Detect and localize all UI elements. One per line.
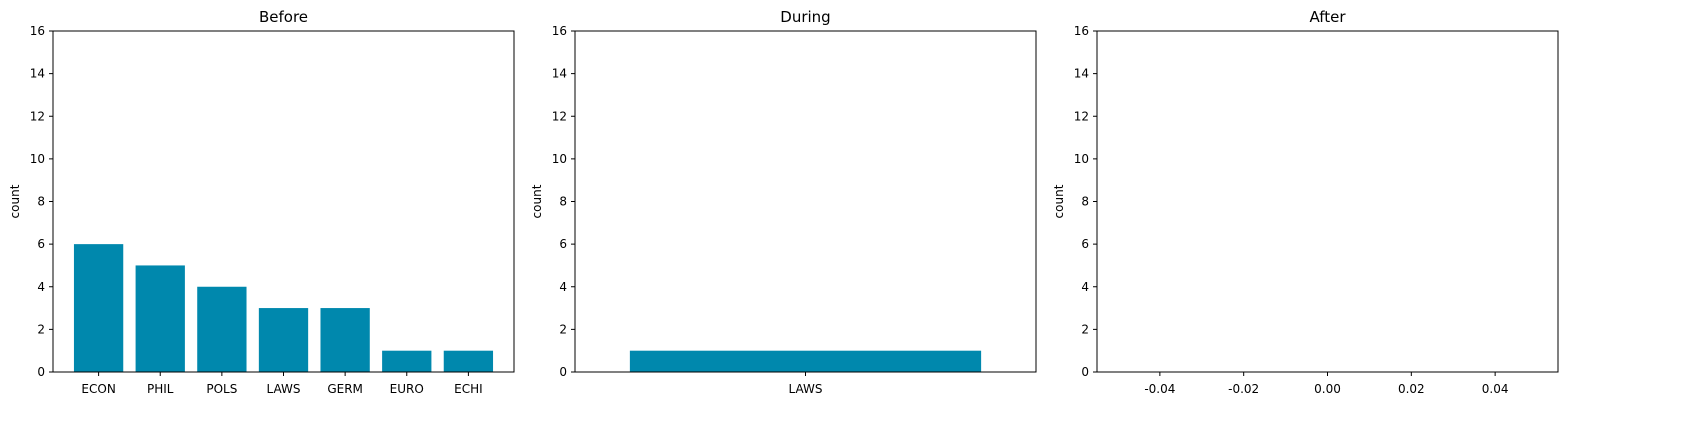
y-tick-label: 14 — [1074, 67, 1089, 81]
x-tick-label: ECHI — [454, 382, 483, 396]
y-axis-label: count — [1052, 184, 1066, 218]
x-tick-label: LAWS — [267, 382, 301, 396]
y-tick-label: 14 — [30, 67, 45, 81]
chart-panel-3: 0 2 4 6 8 10 12 14 16 -0.04 -0.02 0.00 0.02 0.04 After… — [1052, 8, 1559, 396]
y-tick-label: 10 — [1074, 152, 1089, 166]
plot-frame — [574, 30, 1037, 373]
y-tick-label: 10 — [30, 152, 45, 166]
y-tick-label: 8 — [1081, 195, 1089, 209]
y-tick-label: 16 — [30, 24, 45, 38]
x-tick-label: LAWS — [789, 382, 823, 396]
y-axis-label: count — [8, 184, 22, 218]
plot-frame — [1096, 30, 1559, 373]
y-tick-label: 2 — [559, 322, 567, 336]
y-tick-label: 0 — [37, 365, 45, 379]
bar-pols — [197, 286, 247, 372]
bar-echi — [443, 350, 494, 372]
x-tick-label: -0.04 — [1144, 382, 1175, 396]
x-tick-label: 0.02 — [1398, 382, 1425, 396]
y-tick-label: 14 — [552, 67, 567, 81]
x-tick-label: -0.02 — [1228, 382, 1259, 396]
chart-panel-1: 0 2 4 6 8 10 12 14 16 ECON PHIL POLS LAWS GERM EURO ECH… — [8, 8, 515, 396]
x-tick-label: 0.04 — [1482, 382, 1509, 396]
x-tick-label: 0.00 — [1314, 382, 1341, 396]
y-tick-label: 4 — [559, 280, 567, 294]
y-tick-label: 8 — [559, 195, 567, 209]
bar-euro — [382, 350, 432, 372]
chart-panel-2: 0 2 4 6 8 10 12 14 16 LAWS During count — [530, 8, 1037, 396]
chart-title: Before — [259, 8, 308, 26]
bar-econ — [73, 244, 124, 373]
y-tick-label: 8 — [37, 195, 45, 209]
y-tick-label: 6 — [559, 237, 567, 251]
chart-title: During — [780, 8, 830, 26]
x-tick-label: GERM — [327, 382, 363, 396]
y-tick-label: 6 — [1081, 237, 1089, 251]
y-tick-label: 16 — [552, 24, 567, 38]
y-tick-label: 4 — [37, 280, 45, 294]
y-tick-label: 2 — [1081, 322, 1089, 336]
y-axis-label: count — [530, 184, 544, 218]
x-tick-label: ECON — [81, 382, 115, 396]
bar-germ — [320, 308, 370, 372]
y-tick-label: 6 — [37, 237, 45, 251]
y-tick-label: 12 — [30, 109, 45, 123]
y-tick-label: 0 — [559, 365, 567, 379]
y-tick-label: 12 — [1074, 109, 1089, 123]
bar-laws — [629, 350, 982, 372]
y-tick-label: 4 — [1081, 280, 1089, 294]
x-tick-label: POLS — [206, 382, 237, 396]
bar-laws — [258, 308, 309, 372]
y-tick-label: 10 — [552, 152, 567, 166]
y-tick-label: 16 — [1074, 24, 1089, 38]
x-tick-label: EURO — [390, 382, 424, 396]
x-tick-label: PHIL — [147, 382, 174, 396]
y-tick-label: 0 — [1081, 365, 1089, 379]
chart-title: After — [1309, 8, 1346, 26]
y-tick-label: 2 — [37, 322, 45, 336]
bar-phil — [135, 265, 185, 372]
y-tick-label: 12 — [552, 109, 567, 123]
